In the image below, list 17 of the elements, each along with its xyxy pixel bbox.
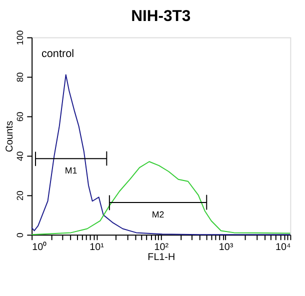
y-tick-label: 80 [15,72,26,82]
chart-title: NIH-3T3 [131,8,191,25]
annotation: M1 [64,165,78,176]
x-tick-label: 10³ [218,242,234,253]
y-tick-label: 0 [15,232,26,238]
y-tick-label: 100 [15,30,26,46]
y-tick-label: 40 [15,151,26,162]
y-tick-label: 20 [15,190,26,201]
y-tick-label: 60 [15,112,26,122]
x-tick-label: 10¹ [90,242,105,253]
annotation: control [41,48,74,60]
x-tick-label: 10⁰ [32,240,48,253]
y-axis-title: Counts [4,120,16,152]
x-axis-title: FL1-H [148,252,176,263]
x-tick-label: 10⁴ [275,242,291,253]
x-tick-label: 10² [154,242,170,253]
annotation: M2 [152,209,164,220]
